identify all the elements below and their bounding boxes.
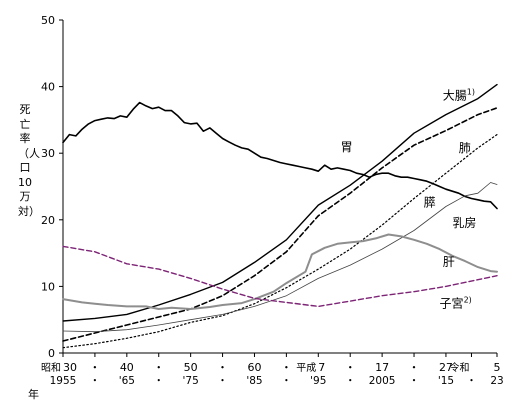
series-line-肺: [62, 107, 498, 342]
x-tick-western-label: ・: [281, 375, 292, 387]
x-tick-western-label: ・: [153, 375, 164, 387]
x-tick-label: ・: [217, 361, 228, 374]
x-tick-label: ・: [89, 361, 100, 374]
x-tick-label: 27: [439, 361, 453, 374]
chart-series: [62, 83, 498, 349]
x-axis-unit-label: 年: [28, 388, 39, 401]
x-tick-western-label: ・: [217, 375, 228, 387]
series-line-胃: [62, 101, 498, 210]
x-tick-western-label: 1955: [50, 375, 77, 387]
y-tick-label: 20: [41, 214, 55, 227]
series-label-子宮: 子宮2): [440, 296, 472, 311]
series-label-膵: 膵: [424, 195, 436, 209]
x-tick-label: ・: [281, 361, 292, 374]
x-tick-label: ・: [153, 361, 164, 374]
series-label-大腸: 大腸1): [443, 87, 475, 102]
series-line-肝: [62, 233, 498, 310]
x-tick-era-label: 平成: [296, 362, 316, 374]
x-tick-label: ・: [345, 361, 356, 374]
x-tick-western-label: ・: [90, 375, 101, 387]
x-tick-western-label: ・: [409, 375, 420, 387]
x-tick-western-label: '95: [310, 375, 326, 387]
y-tick-label: 50: [41, 14, 55, 27]
series-line-大腸: [62, 83, 498, 322]
x-tick-western-label: '15: [438, 375, 454, 387]
series-label-胃: 胃: [341, 140, 353, 154]
y-tick-label: 40: [41, 81, 55, 94]
y-axis-label: 死亡率（人口10万対）: [18, 103, 40, 218]
x-tick-label: 30: [63, 361, 77, 374]
x-tick-era-label: 昭和: [41, 362, 61, 374]
x-tick-label: 5: [494, 361, 501, 374]
series-line-膵: [62, 134, 498, 349]
x-tick-era-label: 令和: [449, 361, 469, 374]
x-tick-western-label: 23: [490, 375, 503, 387]
x-tick-western-label: ・: [345, 375, 356, 387]
series-line-乳房: [62, 182, 498, 333]
x-tick-label: ・: [409, 361, 420, 374]
y-tick-label: 0: [48, 347, 55, 360]
y-tick-label: 10: [41, 280, 55, 293]
x-tick-western-label: '85: [246, 375, 262, 387]
x-tick-label: 7: [318, 361, 325, 374]
x-tick-western-label: 2005: [369, 375, 396, 387]
x-tick-label: 60: [247, 361, 261, 374]
x-tick-label: 40: [120, 361, 134, 374]
x-tick-label: 50: [184, 361, 198, 374]
series-line-子宮: [62, 245, 498, 308]
x-tick-western-label: '65: [119, 375, 135, 387]
x-tick-western-label: ・: [466, 375, 477, 387]
x-tick-label: 17: [375, 361, 389, 374]
series-label-肺: 肺: [459, 141, 471, 155]
x-tick-western-label: '75: [183, 375, 199, 387]
y-tick-label: 30: [41, 147, 55, 160]
series-label-乳房: 乳房: [452, 215, 476, 230]
series-label-肝: 肝: [443, 255, 455, 269]
